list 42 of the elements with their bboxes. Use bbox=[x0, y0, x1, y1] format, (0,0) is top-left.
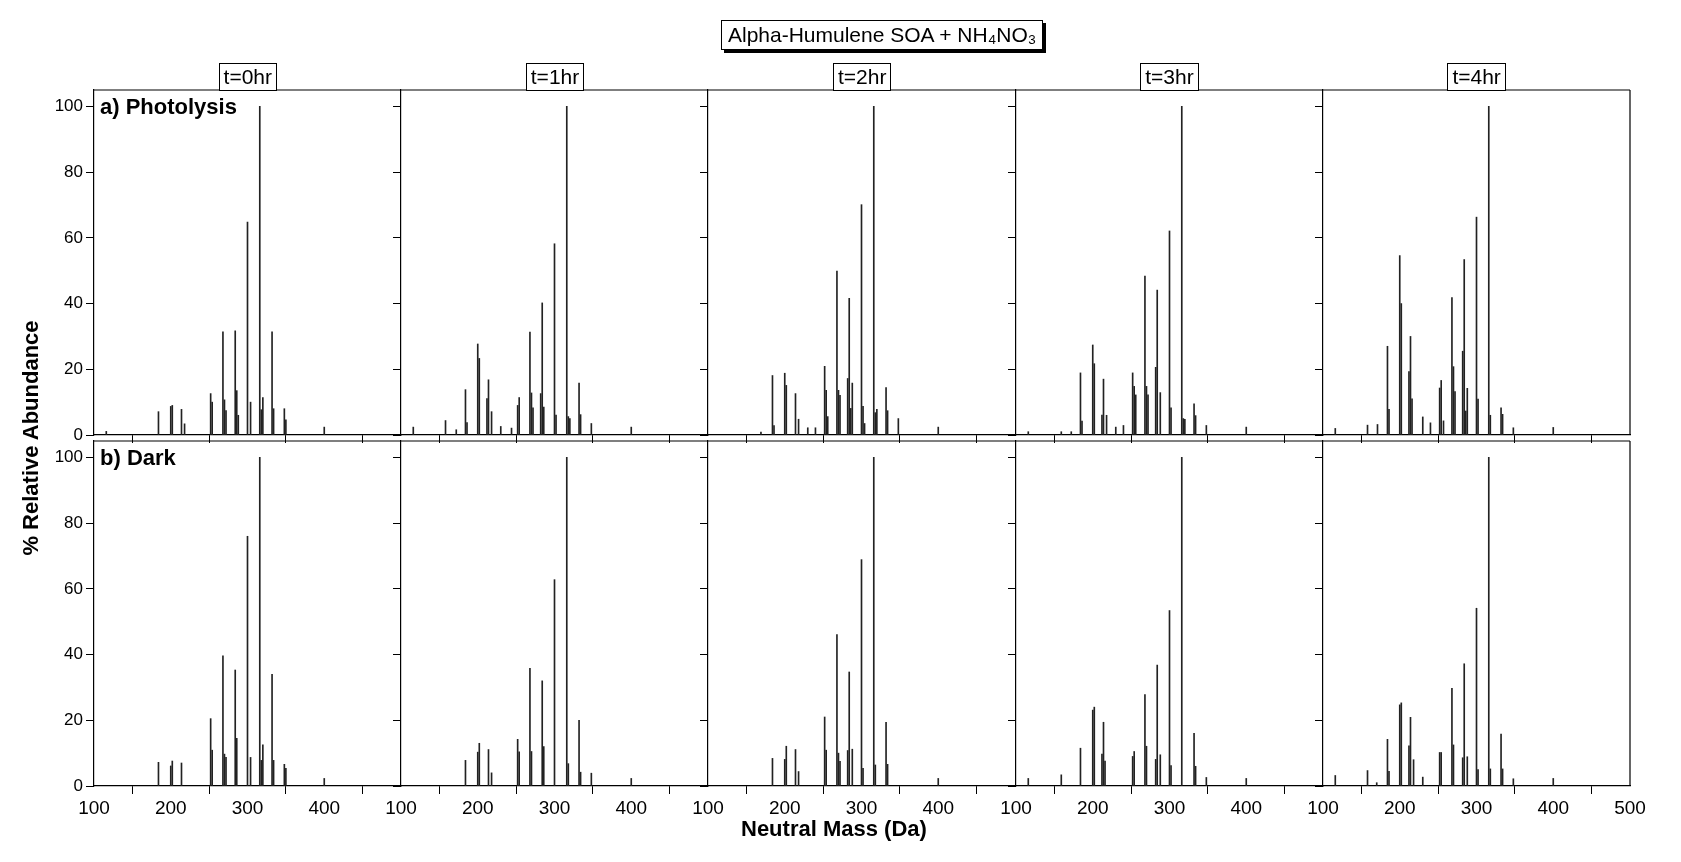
y-tick-label: 0 bbox=[73, 424, 83, 444]
x-tick-label: 100 bbox=[385, 796, 418, 818]
x-tick-label: 200 bbox=[769, 796, 801, 818]
x-tick-label: 200 bbox=[462, 796, 494, 818]
x-tick-label: 200 bbox=[154, 796, 187, 818]
x-tick-label: 400 bbox=[1537, 796, 1569, 818]
x-tick-label: 400 bbox=[615, 796, 648, 818]
y-tick-label: 80 bbox=[64, 161, 83, 181]
y-tick-label: 100 bbox=[54, 447, 83, 467]
x-tick-label: 400 bbox=[1229, 796, 1262, 818]
x-tick-label: 100 bbox=[692, 796, 725, 818]
chart-subtitle: t=3hr bbox=[1140, 63, 1199, 91]
y-tick-label: 40 bbox=[64, 644, 83, 664]
y-tick-label: 20 bbox=[64, 709, 83, 729]
x-tick-label: 300 bbox=[538, 796, 571, 818]
y-tick-label: 100 bbox=[54, 96, 83, 116]
x-tick-label: 200 bbox=[1383, 796, 1416, 818]
chart-subtitle: t=1hr bbox=[525, 63, 585, 91]
y-axis-title: % Relative Abundance bbox=[17, 320, 44, 556]
x-tick-label: 300 bbox=[1460, 796, 1493, 818]
x-tick-label: 200 bbox=[1076, 796, 1109, 818]
y-tick-label: 80 bbox=[64, 512, 83, 532]
x-tick-label: 300 bbox=[231, 796, 264, 818]
x-tick-label: 100 bbox=[999, 796, 1032, 818]
y-tick-label: 20 bbox=[64, 358, 83, 378]
x-tick-label: 300 bbox=[846, 796, 878, 818]
x-tick-label: 300 bbox=[1153, 796, 1185, 818]
x-tick-label: 400 bbox=[922, 796, 955, 818]
annotation: a) Photolysis bbox=[100, 94, 237, 120]
x-tick-label: 100 bbox=[1306, 796, 1339, 818]
annotation: b) Dark bbox=[100, 445, 176, 471]
chart-subtitle: t=4hr bbox=[1447, 63, 1506, 91]
y-tick-label: 40 bbox=[64, 293, 83, 313]
x-axis-title: Neutral Mass (Da) bbox=[741, 816, 927, 842]
y-tick-label: 0 bbox=[73, 775, 83, 795]
x-tick-label: 400 bbox=[308, 796, 341, 818]
chart-title: Alpha-Humulene SOA + NH₄NO₃ bbox=[720, 20, 1044, 50]
y-tick-label: 60 bbox=[64, 578, 83, 598]
chart-subtitle: t=0hr bbox=[218, 63, 278, 91]
chart-subtitle: t=2hr bbox=[832, 63, 892, 91]
x-tick-label: 500 bbox=[1613, 796, 1646, 818]
y-tick-label: 60 bbox=[64, 227, 83, 247]
